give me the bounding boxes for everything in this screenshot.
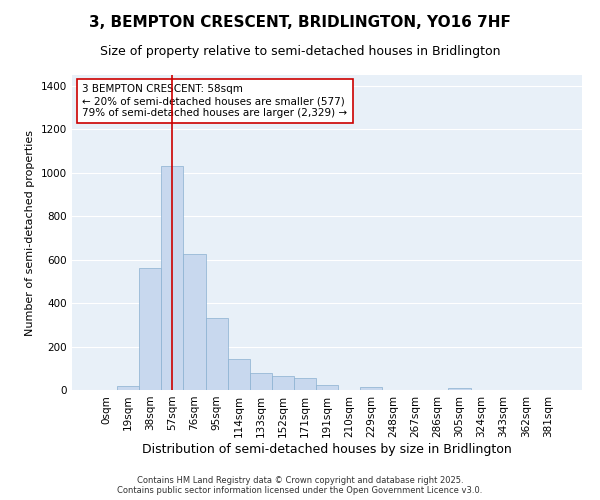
Bar (448, 388, 470, 390)
Bar (316, 384, 338, 390)
Bar (227, 358, 250, 390)
Bar (139, 268, 161, 390)
Text: Size of property relative to semi-detached houses in Bridlington: Size of property relative to semi-detach… (100, 45, 500, 58)
Bar (184, 254, 206, 390)
Bar (250, 372, 272, 390)
Text: 3, BEMPTON CRESCENT, BRIDLINGTON, YO16 7HF: 3, BEMPTON CRESCENT, BRIDLINGTON, YO16 7… (89, 15, 511, 30)
Bar (360, 386, 382, 390)
Bar (161, 166, 184, 390)
Text: Contains HM Land Registry data © Crown copyright and database right 2025.
Contai: Contains HM Land Registry data © Crown c… (118, 476, 482, 495)
Bar (272, 376, 294, 390)
Y-axis label: Number of semi-detached properties: Number of semi-detached properties (25, 130, 35, 336)
Bar (206, 318, 227, 390)
Bar (117, 386, 139, 390)
Text: 3 BEMPTON CRESCENT: 58sqm
← 20% of semi-detached houses are smaller (577)
79% of: 3 BEMPTON CRESCENT: 58sqm ← 20% of semi-… (82, 84, 347, 117)
X-axis label: Distribution of semi-detached houses by size in Bridlington: Distribution of semi-detached houses by … (142, 442, 512, 456)
Bar (294, 378, 316, 390)
